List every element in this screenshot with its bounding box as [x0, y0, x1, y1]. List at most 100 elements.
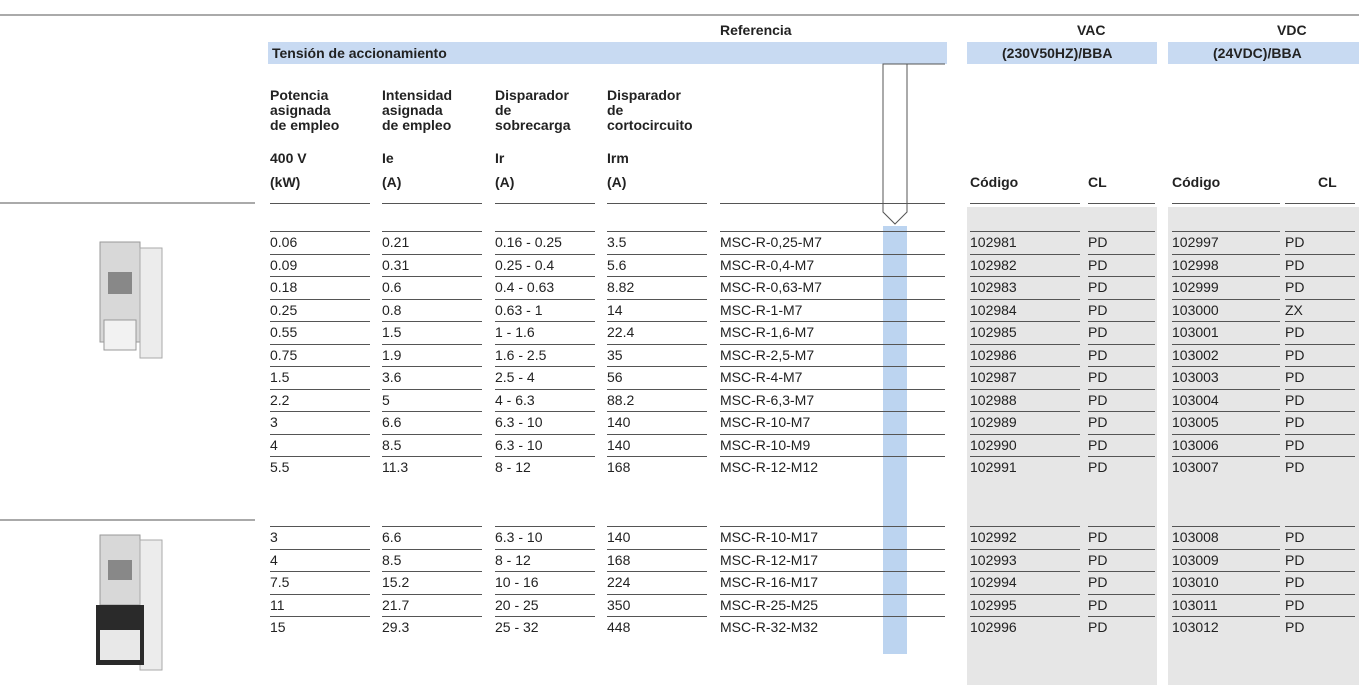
- vdc-cl-header: CL: [1318, 174, 1337, 190]
- device-image-1: [99, 241, 163, 359]
- row-rule: [1285, 526, 1355, 527]
- vdc-code-cell: 103002: [1172, 346, 1219, 363]
- header-underline: [970, 203, 1080, 204]
- overload-cell: 8 - 12: [495, 459, 531, 475]
- short-circuit-cell: 8.82: [607, 279, 635, 295]
- row-rule: [1285, 434, 1355, 435]
- vdc-code-cell: 103011: [1172, 596, 1218, 613]
- column-header: cortocircuito: [607, 117, 693, 133]
- power-cell: 11: [270, 596, 285, 613]
- row-rule: [382, 616, 482, 617]
- row-rule: [1172, 389, 1280, 390]
- row-rule: [1285, 321, 1355, 322]
- vdc-code-cell: 103009: [1172, 551, 1219, 568]
- row-rule: [607, 254, 707, 255]
- row-rule: [1088, 231, 1155, 232]
- column-unit: (kW): [270, 174, 301, 190]
- row-rule: [270, 366, 370, 367]
- row-rule: [970, 231, 1080, 232]
- vac-code-cell: 102994: [970, 574, 1017, 590]
- vac-code-cell: 102990: [970, 436, 1017, 453]
- row-rule: [970, 344, 1080, 345]
- row-rule: [720, 411, 945, 412]
- row-rule: [1088, 411, 1155, 412]
- row-rule: [382, 231, 482, 232]
- row-rule: [382, 571, 482, 572]
- vac-cl-cell: PD: [1088, 234, 1108, 250]
- row-rule: [1088, 526, 1155, 527]
- header-underline: [1088, 203, 1155, 204]
- row-rule: [382, 321, 482, 322]
- row-rule: [970, 389, 1080, 390]
- short-circuit-cell: 168: [607, 459, 631, 475]
- row-rule: [270, 344, 370, 345]
- column-symbol: Irm: [607, 150, 629, 166]
- row-rule: [970, 254, 1080, 255]
- vdc-cl-cell: PD: [1285, 596, 1305, 613]
- row-rule: [495, 571, 595, 572]
- reference-cell: MSC-R-12-M17: [720, 551, 819, 568]
- vac-subtitle: (230V50HZ)/BBA: [1002, 45, 1113, 61]
- row-rule: [607, 366, 707, 367]
- overload-cell: 10 - 16: [495, 574, 539, 590]
- current-cell: 21.7: [382, 596, 410, 613]
- arrow: [882, 63, 945, 225]
- row-rule: [607, 434, 707, 435]
- row-rule: [382, 411, 482, 412]
- reference-header: Referencia: [720, 22, 792, 38]
- row-rule: [607, 571, 707, 572]
- vdc-cl-cell: PD: [1285, 391, 1305, 408]
- row-rule: [382, 254, 482, 255]
- row-rule: [1172, 366, 1280, 367]
- row-rule: [1088, 549, 1155, 550]
- row-rule: [1285, 344, 1355, 345]
- reference-cell: MSC-R-32-M32: [720, 619, 819, 635]
- row-rule: [970, 456, 1080, 457]
- column-unit: (A): [382, 174, 402, 190]
- row-rule: [607, 344, 707, 345]
- current-cell: 6.6: [382, 414, 402, 430]
- vac-cl-cell: PD: [1088, 279, 1108, 295]
- row-rule: [270, 526, 370, 527]
- row-rule: [270, 254, 370, 255]
- power-cell: 4: [270, 551, 278, 568]
- row-rule: [1088, 571, 1155, 572]
- row-rule: [720, 299, 945, 300]
- row-rule: [1088, 389, 1155, 390]
- reference-cell: MSC-R-1,6-M7: [720, 324, 815, 340]
- power-cell: 2.2: [270, 391, 290, 408]
- row-rule: [720, 526, 945, 527]
- overload-cell: 0.63 - 1: [495, 301, 543, 318]
- vac-cl-cell: PD: [1088, 574, 1108, 590]
- power-cell: 4: [270, 436, 278, 453]
- row-rule: [720, 254, 945, 255]
- header-underline: [1172, 203, 1280, 204]
- vac-cl-cell: PD: [1088, 529, 1108, 545]
- short-circuit-cell: 5.6: [607, 256, 627, 273]
- row-rule: [1172, 411, 1280, 412]
- row-rule: [970, 434, 1080, 435]
- vdc-cl-cell: PD: [1285, 369, 1305, 385]
- vdc-code-cell: 103012: [1172, 619, 1219, 635]
- vac-code-cell: 102981: [970, 234, 1017, 250]
- power-cell: 5.5: [270, 459, 290, 475]
- overload-cell: 20 - 25: [495, 596, 539, 613]
- row-rule: [1088, 366, 1155, 367]
- row-rule: [495, 411, 595, 412]
- row-rule: [270, 231, 370, 232]
- vdc-code-cell: 103000: [1172, 301, 1219, 318]
- vdc-code-cell: 103003: [1172, 369, 1219, 385]
- row-rule: [270, 276, 370, 277]
- vac-code-cell: 102995: [970, 596, 1017, 613]
- power-cell: 3: [270, 414, 278, 430]
- column-unit: (A): [607, 174, 627, 190]
- row-rule: [970, 411, 1080, 412]
- power-cell: 7.5: [270, 574, 290, 590]
- column-symbol: Ie: [382, 150, 394, 166]
- header-underline: [270, 203, 370, 204]
- overload-cell: 6.3 - 10: [495, 436, 543, 453]
- current-cell: 5: [382, 391, 390, 408]
- row-rule: [1088, 616, 1155, 617]
- overload-cell: 2.5 - 4: [495, 369, 535, 385]
- row-rule: [607, 231, 707, 232]
